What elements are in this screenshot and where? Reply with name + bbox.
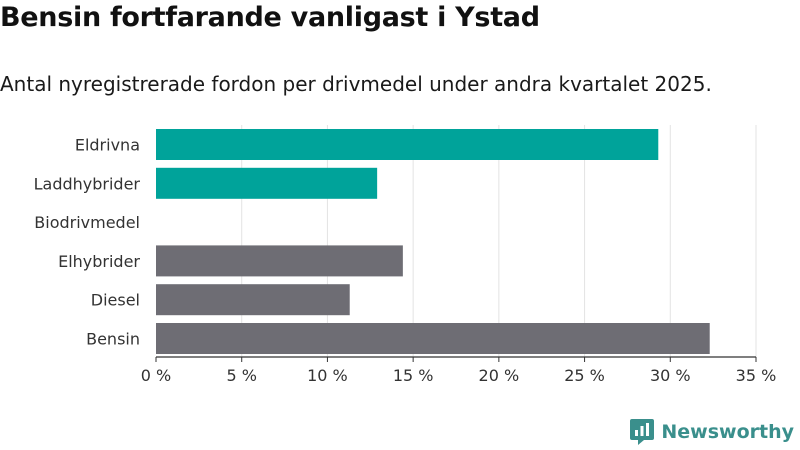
brand-name: Newsworthy [661, 421, 794, 443]
category-labels: Eldrivna Laddhybrider Biodrivmedel Elhybrid… [34, 136, 141, 349]
x-tick-label: 25 % [564, 366, 605, 385]
x-tick-label: 15 % [393, 366, 434, 385]
x-tick-label: 0 % [141, 366, 171, 385]
x-tick-label: 35 % [736, 366, 777, 385]
brand-logo: Newsworthy [629, 418, 794, 446]
category-label: Laddhybrider [34, 174, 141, 193]
bars [156, 129, 710, 354]
category-label: Bensin [86, 330, 140, 349]
bar [156, 245, 403, 277]
x-axis: 0 % 5 % 10 % 15 % 20 % 25 % 30 % 35 % [141, 356, 777, 385]
bar-chart: Eldrivna Laddhybrider Biodrivmedel Elhybrid… [34, 125, 777, 385]
x-tick-label: 20 % [479, 366, 520, 385]
x-tick-label: 10 % [307, 366, 348, 385]
bar [156, 167, 378, 199]
category-label: Diesel [91, 291, 140, 310]
x-tick-label: 5 % [226, 366, 256, 385]
category-label: Biodrivmedel [34, 213, 140, 232]
chart-subtitle: Antal nyregistrerade fordon per drivmede… [0, 72, 712, 96]
bar [156, 284, 350, 316]
bar [156, 129, 659, 160]
category-label: Elhybrider [58, 252, 140, 271]
gridlines [241, 125, 757, 357]
chart-title: Bensin fortfarande vanligast i Ystad [0, 2, 540, 33]
x-tick-label: 30 % [650, 366, 691, 385]
newsworthy-logo-icon [630, 419, 655, 445]
category-label: Eldrivna [75, 136, 140, 155]
bar [156, 323, 710, 354]
